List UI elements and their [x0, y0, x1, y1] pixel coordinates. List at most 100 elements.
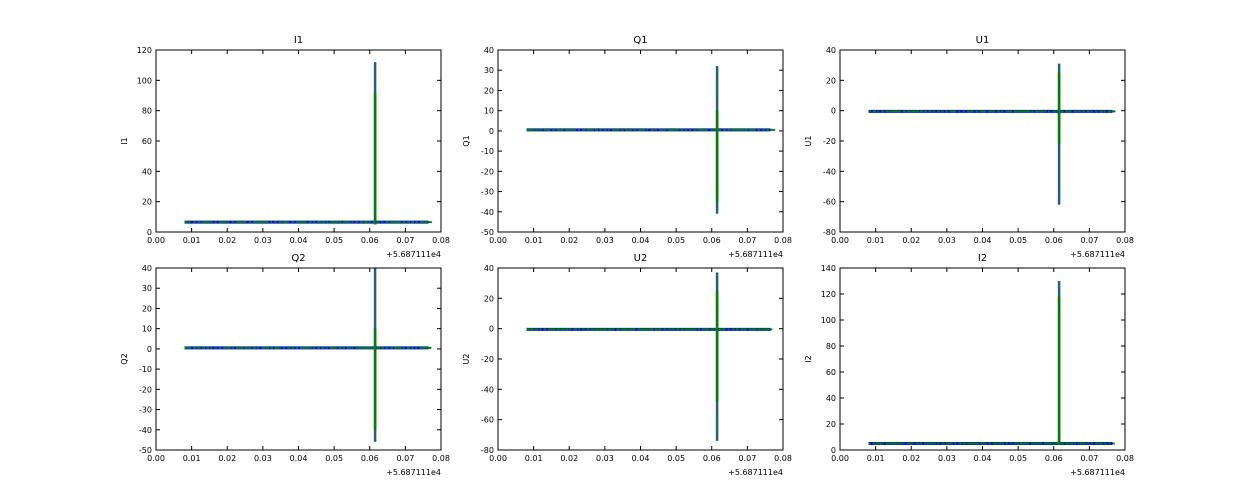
y-tick-label: -50	[481, 228, 494, 237]
y-tick-label: 10	[142, 325, 152, 334]
y-tick-label: -10	[481, 147, 494, 156]
subplot-q1: 0.00 0.01 0.02 0.03 0.04 0.05 0.06 0.07 0.08+5.6…	[462, 35, 792, 259]
y-tick-label: 120	[137, 46, 152, 55]
x-tick-label: 0.00	[489, 236, 507, 245]
y-axis-label: I1	[120, 137, 129, 144]
x-tick-label: 0.06	[361, 236, 379, 245]
axes-frame	[498, 50, 783, 232]
figure: 0.00 0.01 0.02 0.03 0.04 0.05 0.06 0.07 0.08 +5.6…	[0, 0, 1250, 500]
y-tick-label: -80	[823, 228, 836, 237]
x-tick-label: 0.06	[1045, 236, 1063, 245]
y-tick-label: 40	[826, 394, 836, 403]
x-tick-label: 0.05	[1009, 236, 1027, 245]
y-tick-label: -60	[823, 198, 836, 207]
subplot-title: I2	[978, 253, 987, 264]
x-offset-label: +5.687111e4	[728, 250, 783, 259]
axes-frame	[156, 268, 441, 450]
x-tick-label: 0.02	[902, 236, 920, 245]
y-tick-label: -10	[139, 365, 152, 374]
x-tick-label: 0.08	[774, 236, 792, 245]
y-tick-label: 20	[142, 198, 152, 207]
x-tick-label: 0.06	[703, 454, 721, 463]
x-tick-label: 0.05	[325, 454, 343, 463]
x-tick-label: 0.04	[632, 236, 650, 245]
y-tick-label: 60	[826, 368, 836, 377]
x-tick-label: 0.03	[938, 236, 956, 245]
y-tick-label: -40	[823, 167, 836, 176]
x-tick-label: 0.02	[560, 236, 578, 245]
x-tick-label: 0.01	[867, 236, 885, 245]
y-tick-label: -30	[481, 188, 494, 197]
subplot-title: U2	[634, 253, 648, 264]
y-tick-label: -20	[481, 355, 494, 364]
x-tick-label: 0.07	[738, 454, 756, 463]
y-tick-label: 0	[489, 325, 494, 334]
subplot-title: U1	[976, 35, 990, 46]
x-tick-label: 0.06	[1045, 454, 1063, 463]
x-tick-label: 0.05	[1009, 454, 1027, 463]
y-tick-label: 80	[142, 107, 152, 116]
x-tick-label: 0.03	[938, 454, 956, 463]
y-tick-label: 20	[142, 304, 152, 313]
x-tick-label: 0.03	[254, 236, 272, 245]
x-tick-label: 0.08	[1116, 454, 1134, 463]
x-tick-label: 0.02	[560, 454, 578, 463]
y-tick-label: -30	[139, 406, 152, 415]
x-tick-label: 0.05	[667, 454, 685, 463]
x-offset-label: +5.687111e4	[1070, 250, 1125, 259]
x-tick-label: 0.06	[361, 454, 379, 463]
y-tick-label: 80	[826, 342, 836, 351]
x-tick-label: 0.02	[218, 236, 236, 245]
x-tick-label: 0.06	[703, 236, 721, 245]
axes-frame	[840, 50, 1125, 232]
y-tick-label: 140	[821, 264, 836, 273]
y-tick-label: 100	[821, 316, 836, 325]
axes-frame	[156, 50, 441, 232]
y-tick-label: -40	[481, 208, 494, 217]
x-offset-label: +5.687111e4	[386, 250, 441, 259]
axes-frame	[498, 268, 783, 450]
x-tick-label: 0.08	[432, 454, 450, 463]
x-tick-label: 0.08	[774, 454, 792, 463]
subplot-i1: 0.00 0.01 0.02 0.03 0.04 0.05 0.06 0.07 0.08+5.6…	[120, 35, 450, 259]
y-tick-label: -50	[139, 446, 152, 455]
x-tick-label: 0.00	[489, 454, 507, 463]
y-tick-label: 30	[142, 284, 152, 293]
y-tick-label: 20	[484, 86, 494, 95]
subplot-title: Q1	[633, 35, 647, 46]
subplot-u1: 0.00 0.01 0.02 0.03 0.04 0.05 0.06 0.07 0.08 +5.6…	[804, 35, 1134, 259]
x-tick-label: 0.08	[1116, 236, 1134, 245]
subplot-title: Q2	[291, 253, 305, 264]
y-tick-label: 20	[484, 294, 494, 303]
y-axis-label: Q2	[120, 353, 129, 364]
y-tick-label: 20	[826, 76, 836, 85]
x-tick-label: 0.03	[596, 454, 614, 463]
x-tick-label: 0.02	[218, 454, 236, 463]
y-tick-label: 40	[142, 264, 152, 273]
y-tick-label: 0	[489, 127, 494, 136]
x-offset-label: +5.687111e4	[386, 468, 441, 477]
x-tick-label: 0.01	[525, 454, 543, 463]
x-tick-label: 0.07	[396, 236, 414, 245]
x-tick-label: 0.05	[325, 236, 343, 245]
y-axis-label: U2	[462, 354, 471, 365]
axes-frame	[840, 268, 1125, 450]
y-tick-label: 40	[484, 46, 494, 55]
x-tick-label: 0.04	[974, 236, 992, 245]
y-tick-label: -20	[823, 137, 836, 146]
y-axis-label: Q1	[462, 135, 471, 146]
x-tick-label: 0.04	[974, 454, 992, 463]
subplot-i2: 0.00 0.01 0.02 0.03 0.04 0.05 0.06 0.07 0.08 +5.6…	[804, 253, 1134, 477]
x-offset-label: +5.687111e4	[1070, 468, 1125, 477]
y-tick-label: -20	[139, 385, 152, 394]
x-tick-label: 0.07	[738, 236, 756, 245]
y-tick-label: 0	[831, 446, 836, 455]
x-offset-label: +5.687111e4	[728, 468, 783, 477]
x-tick-label: 0.01	[183, 454, 201, 463]
x-tick-label: 0.07	[1080, 236, 1098, 245]
x-tick-label: 0.00	[147, 454, 165, 463]
x-tick-label: 0.01	[525, 236, 543, 245]
y-tick-label: 0	[147, 228, 152, 237]
y-tick-label: -80	[481, 446, 494, 455]
x-tick-label: 0.04	[290, 236, 308, 245]
